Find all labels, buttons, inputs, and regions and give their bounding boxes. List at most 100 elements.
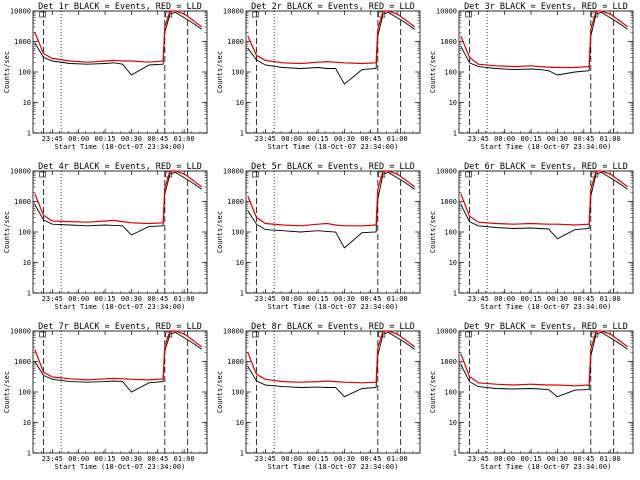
y-tick-label: 100 xyxy=(444,389,457,397)
x-axis-label: Start Time (18-Oct-07 23:34:00) xyxy=(55,303,186,311)
panel-title: Det 3r BLACK = Events, RED = LLD xyxy=(464,2,628,12)
y-tick-label: 100 xyxy=(231,389,244,397)
x-tick-label: 00:15 xyxy=(308,455,329,463)
x-tick-label: 23:45 xyxy=(255,295,276,303)
y-tick-label: 1000 xyxy=(227,198,244,206)
x-tick-label: 00:45 xyxy=(573,455,594,463)
chart-panel-7: Det 7r BLACK = Events, RED = LLD 1 10 100 10… xyxy=(3,322,208,471)
y-tick-label: 10 xyxy=(23,99,31,107)
y-axis-label: Counts/sec xyxy=(216,51,224,93)
y-tick-label: 10000 xyxy=(223,168,244,176)
series-line-lld xyxy=(460,10,629,69)
x-axis-label: Start Time (18-Oct-07 23:34:00) xyxy=(268,143,399,151)
chart-panel-4: Det 4r BLACK = Events, RED = LLD 1 10 100 10… xyxy=(3,162,208,311)
y-tick-label: 10 xyxy=(449,259,457,267)
marker-box xyxy=(252,171,259,178)
x-tick-label: 01:00 xyxy=(600,455,621,463)
x-axis-label: Start Time (18-Oct-07 23:34:00) xyxy=(481,143,612,151)
y-axis-label: Counts/sec xyxy=(216,371,224,413)
series-line-events xyxy=(460,11,628,76)
x-tick-label: 00:30 xyxy=(121,455,142,463)
panel-title: Det 9r BLACK = Events, RED = LLD xyxy=(464,322,628,332)
x-tick-label: 00:15 xyxy=(95,295,116,303)
x-tick-label: 00:15 xyxy=(521,295,542,303)
x-tick-label: 00:00 xyxy=(494,455,515,463)
y-axis-label: Counts/sec xyxy=(216,211,224,253)
panel-title: Det 8r BLACK = Events, RED = LLD xyxy=(251,322,415,332)
x-tick-label: 00:15 xyxy=(95,455,116,463)
y-tick-label: 100 xyxy=(18,229,31,237)
plot-frame xyxy=(32,10,208,134)
y-axis-label: Counts/sec xyxy=(3,371,11,413)
x-tick-label: 00:15 xyxy=(308,295,329,303)
series-line-events xyxy=(34,171,202,236)
x-tick-label: 01:00 xyxy=(174,295,195,303)
y-tick-label: 10 xyxy=(236,99,244,107)
y-tick-label: 1000 xyxy=(440,198,457,206)
plot-frame xyxy=(458,170,634,294)
y-tick-label: 1 xyxy=(27,450,31,458)
series-line-lld xyxy=(247,330,416,384)
y-tick-label: 1 xyxy=(453,450,457,458)
x-tick-label: 23:45 xyxy=(42,455,63,463)
x-tick-label: 00:30 xyxy=(334,135,355,143)
x-tick-label: 01:00 xyxy=(387,455,408,463)
panel-title: Det 5r BLACK = Events, RED = LLD xyxy=(251,162,415,172)
x-tick-label: 00:30 xyxy=(547,455,568,463)
y-tick-label: 1 xyxy=(27,290,31,298)
plot-frame xyxy=(245,10,421,134)
y-tick-label: 10000 xyxy=(10,8,31,16)
x-tick-label: 01:00 xyxy=(600,295,621,303)
series-line-lld xyxy=(34,330,203,381)
y-tick-label: 100 xyxy=(18,389,31,397)
x-tick-label: 00:45 xyxy=(360,455,381,463)
y-tick-label: 1 xyxy=(453,290,457,298)
x-tick-label: 00:45 xyxy=(147,295,168,303)
y-tick-label: 10000 xyxy=(223,328,244,336)
x-tick-label: 00:00 xyxy=(494,295,515,303)
y-axis-label: Counts/sec xyxy=(3,51,11,93)
x-tick-label: 23:45 xyxy=(255,135,276,143)
marker-box xyxy=(465,11,472,18)
plot-frame xyxy=(245,330,421,454)
x-tick-label: 00:30 xyxy=(334,455,355,463)
y-tick-label: 1000 xyxy=(14,198,31,206)
y-tick-label: 100 xyxy=(231,69,244,77)
y-tick-label: 10000 xyxy=(436,168,457,176)
y-tick-label: 10000 xyxy=(436,328,457,336)
series-line-lld xyxy=(34,170,203,225)
y-tick-label: 10 xyxy=(236,419,244,427)
series-line-events xyxy=(460,331,628,398)
y-tick-label: 100 xyxy=(444,229,457,237)
x-tick-label: 00:00 xyxy=(281,455,302,463)
y-tick-label: 100 xyxy=(444,69,457,77)
x-tick-label: 00:30 xyxy=(334,295,355,303)
y-tick-label: 100 xyxy=(18,69,31,77)
x-tick-label: 00:15 xyxy=(521,455,542,463)
chart-panel-9: Det 9r BLACK = Events, RED = LLD 1 10 100 10… xyxy=(429,322,634,471)
x-tick-label: 00:00 xyxy=(68,455,89,463)
y-axis-label: Counts/sec xyxy=(429,211,437,253)
y-tick-label: 1 xyxy=(27,130,31,138)
x-tick-label: 00:45 xyxy=(360,135,381,143)
y-axis-label: Counts/sec xyxy=(429,371,437,413)
marker-box xyxy=(465,331,472,338)
x-tick-label: 23:45 xyxy=(468,295,489,303)
y-tick-label: 1 xyxy=(240,130,244,138)
y-tick-label: 10000 xyxy=(223,8,244,16)
y-tick-label: 10 xyxy=(449,99,457,107)
panel-title: Det 1r BLACK = Events, RED = LLD xyxy=(38,2,202,12)
x-tick-label: 23:45 xyxy=(42,135,63,143)
series-line-events xyxy=(247,171,415,249)
x-tick-label: 00:00 xyxy=(494,135,515,143)
x-axis-label: Start Time (18-Oct-07 23:34:00) xyxy=(481,463,612,471)
x-tick-label: 00:45 xyxy=(573,135,594,143)
marker-box xyxy=(39,331,46,338)
marker-box xyxy=(465,171,472,178)
series-line-lld xyxy=(460,330,629,387)
x-tick-label: 00:45 xyxy=(360,295,381,303)
x-tick-label: 01:00 xyxy=(174,135,195,143)
marker-box xyxy=(252,11,259,18)
chart-panel-2: Det 2r BLACK = Events, RED = LLD 1 10 100 10… xyxy=(216,2,421,151)
